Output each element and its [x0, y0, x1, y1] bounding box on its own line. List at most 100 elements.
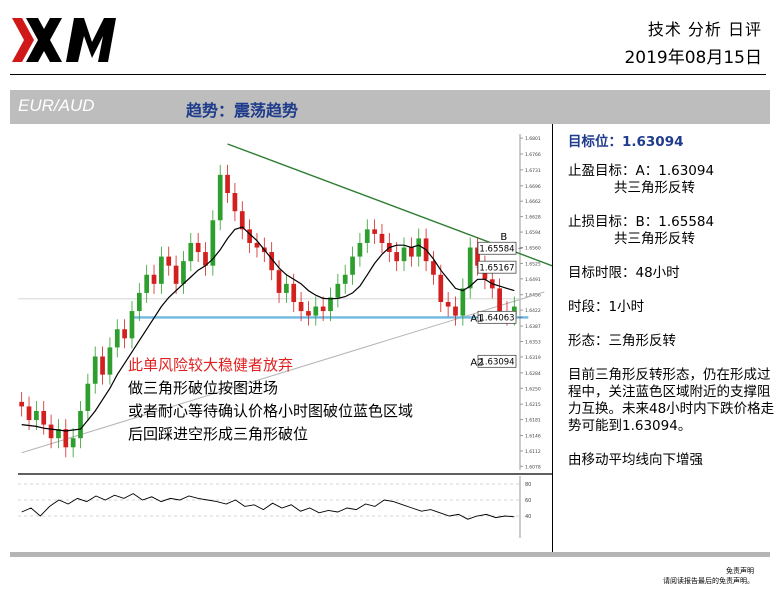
candle-body-41 [320, 306, 326, 312]
y-tick-label-19: 1.6146 [525, 433, 541, 439]
chart-annotation-1: 做三角形破位按图进场 [128, 379, 278, 397]
oscillator-line [21, 493, 515, 520]
candle-body-53 [409, 247, 414, 257]
candle-body-21 [173, 265, 179, 284]
candle-body-42 [328, 297, 333, 312]
candle-body-12 [107, 347, 113, 375]
candle-body-18 [151, 274, 157, 284]
timeframe: 时段：1小时 [568, 299, 645, 315]
y-tick-label-7: 1.6560 [525, 246, 541, 252]
candle-body-35 [276, 270, 282, 293]
candle-body-8 [78, 410, 83, 439]
candle-body-23 [188, 242, 194, 262]
y-tick-label-0: 1.6801 [525, 136, 541, 142]
candle-body-45 [350, 256, 355, 275]
candle-body-52 [401, 247, 407, 262]
y-tick-label-6: 1.6594 [525, 230, 541, 236]
y-tick-label-3: 1.6696 [525, 184, 541, 190]
currency-pair: EUR/AUD [18, 96, 95, 115]
candle-body-65 [497, 288, 502, 312]
target-price: 目标位：1.63094 [568, 134, 684, 150]
candle-body-30 [239, 211, 245, 230]
oscillator-tick-1: 60 [525, 498, 531, 504]
candle-body-34 [269, 252, 275, 271]
pattern: 形态：三角形反转 [568, 333, 676, 349]
price-label-1: 1.65167 [479, 263, 514, 273]
ma-note: 由移动平均线向下增强 [568, 452, 703, 468]
stop-loss-note: 共三角形反转 [614, 231, 695, 247]
price-label-0: 1.65584 [479, 244, 514, 254]
candle-body-48 [372, 229, 377, 234]
price-label-3: 1.63094 [479, 357, 514, 367]
report-header: 技术 分析 日评 2019年08月15日 [624, 16, 762, 68]
candle-body-15 [129, 311, 135, 339]
candle-body-26 [210, 220, 216, 266]
y-tick-label-9: 1.6491 [525, 277, 541, 283]
analysis-panel: 目标位：1.63094 止盈目标：A：1.63094 共三角形反转 止损目标：B… [568, 134, 780, 469]
marker-a1: A1 [470, 313, 483, 324]
y-tick-label-17: 1.6215 [525, 402, 541, 408]
candle-body-17 [144, 274, 150, 293]
stop-loss: 止损目标：B：1.65584 [568, 214, 715, 230]
report-date: 2019年08月15日 [624, 48, 762, 68]
price-label-box-3 [477, 354, 517, 368]
candle-body-44 [342, 274, 348, 284]
candle-body-24 [195, 242, 201, 253]
candle-body-6 [63, 429, 69, 448]
candle-body-7 [70, 438, 76, 448]
y-tick-label-20: 1.6112 [525, 449, 541, 455]
candle-body-0 [19, 401, 25, 407]
oscillator-tick-2: 40 [525, 514, 531, 520]
candle-body-36 [284, 283, 289, 293]
report-title: 技术 分析 日评 [647, 20, 762, 39]
y-tick-label-13: 1.6353 [525, 340, 541, 346]
y-tick-label-16: 1.6250 [525, 386, 541, 392]
candle-body-13 [114, 329, 120, 348]
candle-body-32 [254, 242, 260, 248]
price-chart: 1.6801 1.6766 1.6731 1.6696 1.6662 1.6628 1.65… [18, 134, 552, 538]
candle-body-4 [48, 424, 54, 439]
title-bar: EUR/AUD 趋势：震荡趋势 [10, 90, 770, 124]
candle-body-51 [394, 252, 400, 262]
analysis-description: 目前三角形反转形态，仍在形成过程中，关注蓝色区域附近的支撑阻力互换。未来48小时… [568, 367, 775, 434]
candle-body-47 [364, 229, 370, 243]
take-profit-note: 共三角形反转 [614, 180, 695, 196]
y-tick-label-4: 1.6662 [525, 199, 541, 205]
y-tick-label-14: 1.6319 [525, 355, 541, 361]
y-tick-label-5: 1.6628 [525, 215, 541, 221]
y-tick-label-1: 1.6766 [525, 152, 541, 158]
price-label-box-0 [477, 241, 517, 255]
candle-body-58 [445, 302, 451, 307]
candle-body-37 [291, 283, 297, 302]
price-label-box-1 [477, 260, 517, 274]
header-divider [10, 74, 766, 75]
candle-body-59 [453, 306, 458, 316]
time-horizon: 目标时限：48小时 [568, 265, 680, 281]
oscillator-tick-0: 80 [525, 482, 531, 488]
candle-body-9 [85, 383, 91, 411]
candle-body-20 [166, 256, 172, 266]
candle-body-46 [357, 242, 363, 257]
y-tick-label-11: 1.6422 [525, 308, 541, 314]
y-tick-label-12: 1.6387 [525, 324, 541, 330]
chart-annotation-3: 后回踩进空形成三角形破位 [128, 425, 308, 443]
trend-label: 趋势：震荡趋势 [186, 101, 299, 120]
candle-body-49 [379, 233, 385, 243]
price-label-2: 1.64063 [479, 314, 514, 324]
candle-body-61 [467, 247, 473, 289]
candle-body-10 [92, 356, 98, 384]
candle-body-16 [136, 292, 142, 312]
disclaimer: 免责声明 请阅读报告最后的免责声明。 [663, 566, 754, 586]
disclaimer-title: 免责声明 [726, 567, 754, 575]
price-label-box-2 [477, 310, 517, 324]
candle-body-27 [217, 174, 223, 221]
take-profit: 止盈目标：A：1.63094 [568, 163, 715, 179]
marker-b: B [500, 232, 507, 243]
candle-body-62 [475, 247, 480, 266]
candle-body-2 [34, 410, 39, 421]
candle-body-3 [41, 410, 47, 425]
candle-body-38 [298, 302, 304, 312]
xm-logo [12, 18, 116, 62]
y-tick-label-18: 1.6181 [525, 418, 541, 424]
candle-body-14 [122, 329, 127, 339]
